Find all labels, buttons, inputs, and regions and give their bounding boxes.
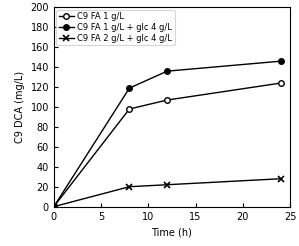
C9 FA 2 g/L + glc 4 g/L [165,183,169,186]
C9 FA 2 g/L + glc 4 g/L [52,205,56,208]
C9 FA 1 g/L [165,99,169,102]
X-axis label: Time (h): Time (h) [152,227,192,237]
C9 FA 1 g/L [128,108,131,110]
Line: C9 FA 2 g/L + glc 4 g/L: C9 FA 2 g/L + glc 4 g/L [51,176,283,209]
C9 FA 1 g/L + glc 4 g/L [165,70,169,73]
Line: C9 FA 1 g/L: C9 FA 1 g/L [51,80,283,209]
C9 FA 2 g/L + glc 4 g/L [279,177,282,180]
C9 FA 1 g/L [52,205,56,208]
Legend: C9 FA 1 g/L, C9 FA 1 g/L + glc 4 g/L, C9 FA 2 g/L + glc 4 g/L: C9 FA 1 g/L, C9 FA 1 g/L + glc 4 g/L, C9… [56,10,175,45]
C9 FA 1 g/L + glc 4 g/L [52,205,56,208]
Line: C9 FA 1 g/L + glc 4 g/L: C9 FA 1 g/L + glc 4 g/L [51,58,283,209]
C9 FA 2 g/L + glc 4 g/L [128,185,131,188]
Y-axis label: C9 DCA (mg/L): C9 DCA (mg/L) [15,71,25,143]
C9 FA 1 g/L [279,82,282,85]
C9 FA 1 g/L + glc 4 g/L [279,60,282,63]
C9 FA 1 g/L + glc 4 g/L [128,87,131,90]
